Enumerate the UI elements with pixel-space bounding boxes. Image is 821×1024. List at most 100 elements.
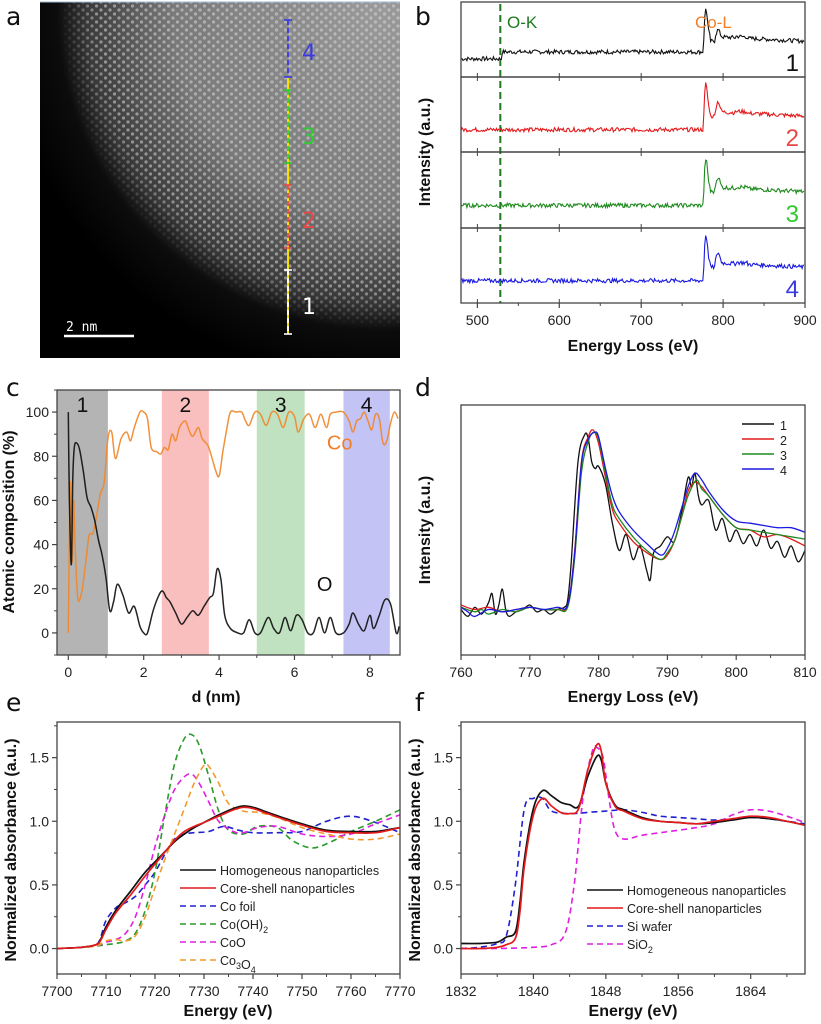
- e-x-axis-title: Energy (eV): [184, 1003, 273, 1020]
- panel-f-si-k-xanes: 1832 1840 1848 1856 1864 0.0 0.5 1.0 1.5 Homogen…: [407, 721, 806, 1020]
- e-x-tick-label: 7770: [384, 983, 415, 999]
- f-trace-sio2: [461, 745, 805, 950]
- c-x-tick-label: 2: [140, 664, 148, 680]
- b-trace-2: [461, 82, 805, 134]
- e-legend-label: CoO: [220, 936, 246, 950]
- b-annotation-o-k: O-K: [507, 13, 538, 32]
- d-legend-label-2: 2: [780, 434, 787, 448]
- b-x-tick-label: 700: [630, 312, 654, 328]
- f-x-tick-label: 1840: [518, 983, 549, 999]
- d-x-tick-label: 800: [725, 664, 749, 680]
- d-legend-label-3: 3: [780, 449, 787, 463]
- atomic-lattice: [40, 2, 400, 358]
- segment-label-2: 2: [302, 209, 316, 234]
- f-y-tick-label: 0.5: [434, 877, 454, 893]
- panel-letter-e: e: [6, 688, 22, 717]
- segment-label-3: 3: [302, 125, 316, 150]
- c-y-tick-label: 20: [33, 581, 49, 597]
- e-legend-label: Co foil: [220, 900, 255, 914]
- panel-b-eels-spectra: 500 600 700 800 900 Energy Loss (eV) Intensi…: [417, 1, 817, 355]
- b-series-label-1: 1: [786, 50, 799, 77]
- f-trace-si-wafer: [461, 796, 805, 950]
- d-y-axis-title: Intensity (a.u.): [417, 476, 434, 584]
- c-y-tick-label: 0: [41, 625, 49, 641]
- b-x-tick-label: 500: [466, 312, 490, 328]
- f-y-tick-label: 1.0: [434, 813, 454, 829]
- c-y-tick-label: 100: [26, 404, 50, 420]
- c-y-tick-label: 80: [33, 448, 49, 464]
- d-trace-2: [461, 429, 805, 613]
- d-trace-1: [461, 432, 805, 618]
- panel-letter-c: c: [6, 373, 20, 402]
- f-x-tick-label: 1856: [663, 983, 694, 999]
- d-x-tick-label: 770: [518, 664, 542, 680]
- panel-a-stem-image: 2 nm 4 3 2 1: [40, 1, 400, 358]
- e-x-tick-label: 7730: [188, 983, 219, 999]
- b-x-tick-label: 800: [711, 312, 735, 328]
- c-x-tick-label: 6: [291, 664, 299, 680]
- e-x-tick-label: 7740: [237, 983, 268, 999]
- d-x-tick-label: 780: [587, 664, 611, 680]
- e-trace-coo: [57, 772, 400, 950]
- c-region-label-1: 1: [77, 394, 89, 417]
- segment-label-4: 4: [302, 41, 316, 66]
- c-trace-O: [67, 412, 400, 636]
- e-legend-label: Co3O4: [220, 954, 256, 975]
- b-trace-1: [461, 8, 805, 63]
- d-x-axis-title: Energy Loss (eV): [568, 689, 699, 706]
- c-region-label-3: 3: [275, 394, 287, 417]
- segment-label-1: 1: [302, 295, 316, 320]
- scale-bar: 2 nm: [64, 320, 134, 338]
- e-legend-label: Homogeneous nanoparticles: [220, 864, 379, 878]
- f-x-tick-label: 1832: [445, 983, 476, 999]
- b-y-axis-title: Intensity (a.u.): [417, 98, 434, 206]
- b-x-tick-label: 600: [548, 312, 572, 328]
- e-legend-label: Co(OH)2: [220, 918, 268, 935]
- e-x-tick-label: 7760: [335, 983, 366, 999]
- b-series-label-4: 4: [786, 276, 799, 303]
- b-annotation-co-l: Co-L: [695, 13, 732, 32]
- b-series-label-3: 3: [786, 201, 799, 228]
- c-x-tick-label: 0: [64, 664, 72, 680]
- c-x-axis-title: d (nm): [192, 689, 241, 706]
- c-region-label-4: 4: [361, 394, 373, 417]
- e-y-tick-label: 1.5: [30, 750, 50, 766]
- c-x-tick-label: 4: [215, 664, 223, 680]
- c-region-4: [343, 390, 390, 655]
- e-trace-co3o4: [57, 762, 400, 950]
- f-x-tick-label: 1848: [590, 983, 621, 999]
- c-y-axis-title: Atomic composition (%): [1, 430, 18, 613]
- e-x-tick-label: 7710: [90, 983, 121, 999]
- d-x-tick-label: 760: [449, 664, 473, 680]
- f-legend-label: Homogeneous nanoparticles: [627, 884, 786, 898]
- e-y-tick-label: 1.0: [30, 813, 50, 829]
- b-x-axis-title: Energy Loss (eV): [568, 338, 699, 355]
- e-y-axis-title: Normalized absorbance (a.u.): [3, 738, 20, 961]
- e-trace-core-shell-nanoparticles: [57, 806, 400, 950]
- c-y-tick-label: 40: [33, 537, 49, 553]
- e-x-tick-label: 7700: [41, 983, 72, 999]
- panel-letter-f: f: [415, 688, 424, 717]
- f-legend-label: Core-shell nanoparticles: [627, 902, 762, 916]
- e-y-tick-label: 0.0: [30, 941, 50, 957]
- panel-e-co-k-xanes: 7700 7710 7720 7730 7740 7750 7760 7770 0.0 0.5 1.…: [3, 721, 416, 1020]
- b-series-label-2: 2: [786, 125, 799, 152]
- c-region-3: [256, 390, 305, 655]
- e-y-tick-label: 0.5: [30, 877, 50, 893]
- c-trace-Co: [67, 409, 399, 633]
- e-x-tick-label: 7720: [139, 983, 170, 999]
- b-trace-3: [461, 159, 805, 210]
- f-y-axis-title: Normalized absorbance (a.u.): [407, 738, 424, 961]
- c-region-1: [57, 390, 108, 655]
- e-x-tick-label: 7750: [286, 983, 317, 999]
- b-x-tick-label: 900: [793, 312, 817, 328]
- f-legend-label: Si wafer: [627, 920, 672, 934]
- e-legend-label: Core-shell nanoparticles: [220, 882, 355, 896]
- d-x-tick-label: 810: [793, 664, 817, 680]
- panel-letter-b: b: [415, 2, 431, 31]
- c-region-2: [161, 390, 209, 655]
- d-trace-4: [461, 431, 805, 618]
- d-legend-label-4: 4: [780, 464, 787, 478]
